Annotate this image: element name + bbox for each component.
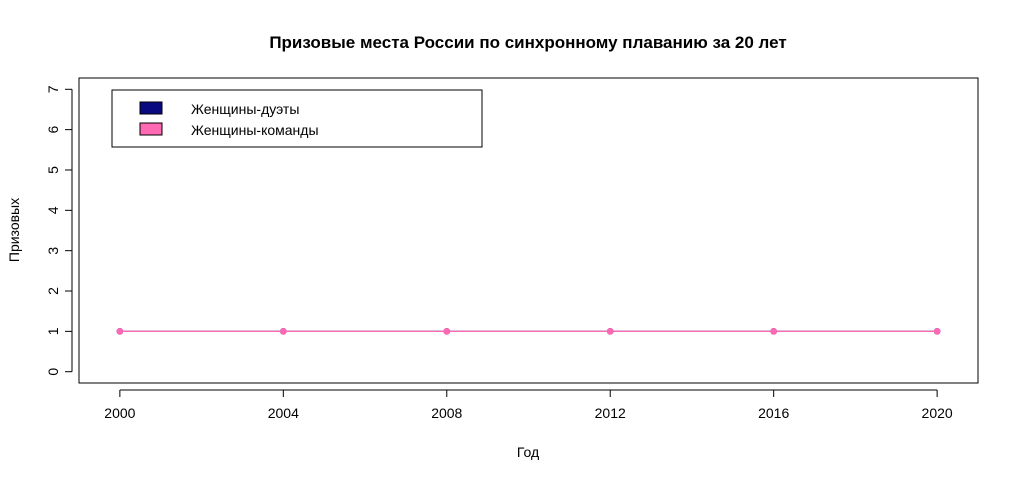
y-axis-label: Призовых [6,198,22,262]
y-tick-label: 6 [45,126,61,134]
data-point [933,328,941,335]
legend-box [111,89,483,148]
data-point [770,328,777,335]
legend-label-duets: Женщины-дуэты [191,101,299,117]
y-tick-label: 4 [45,206,61,214]
y-tick-label: 5 [45,166,61,174]
data-point [280,328,287,335]
legend-swatch-teams [139,122,163,136]
legend: Женщины-дуэты Женщины-команды [111,89,483,148]
legend-swatch-duets [139,101,163,115]
y-tick-label: 7 [45,85,61,93]
x-tick-label: 2016 [758,405,789,421]
x-tick-label: 2004 [268,405,299,421]
data-point [606,328,614,335]
x-axis: 2000 2004 2008 2012 2016 2020 [104,389,953,421]
y-tick-label: 1 [45,327,61,335]
x-tick-label: 2012 [595,405,626,421]
chart-title: Призовые места России по синхронному пла… [269,33,786,52]
series-teams [116,328,941,335]
y-tick-label: 3 [45,247,61,255]
plot-frame [78,77,979,384]
x-tick-label: 2008 [431,405,462,421]
y-tick-label: 2 [45,287,61,295]
x-axis-label: Год [517,444,539,460]
x-tick-label: 2020 [922,405,953,421]
y-axis: 0 1 2 3 4 5 6 7 [45,85,73,376]
data-point [443,328,451,335]
data-point [116,328,124,335]
series-layer [116,328,941,335]
x-tick-label: 2000 [104,405,135,421]
legend-label-teams: Женщины-команды [191,122,319,138]
y-tick-label: 0 [45,368,61,376]
